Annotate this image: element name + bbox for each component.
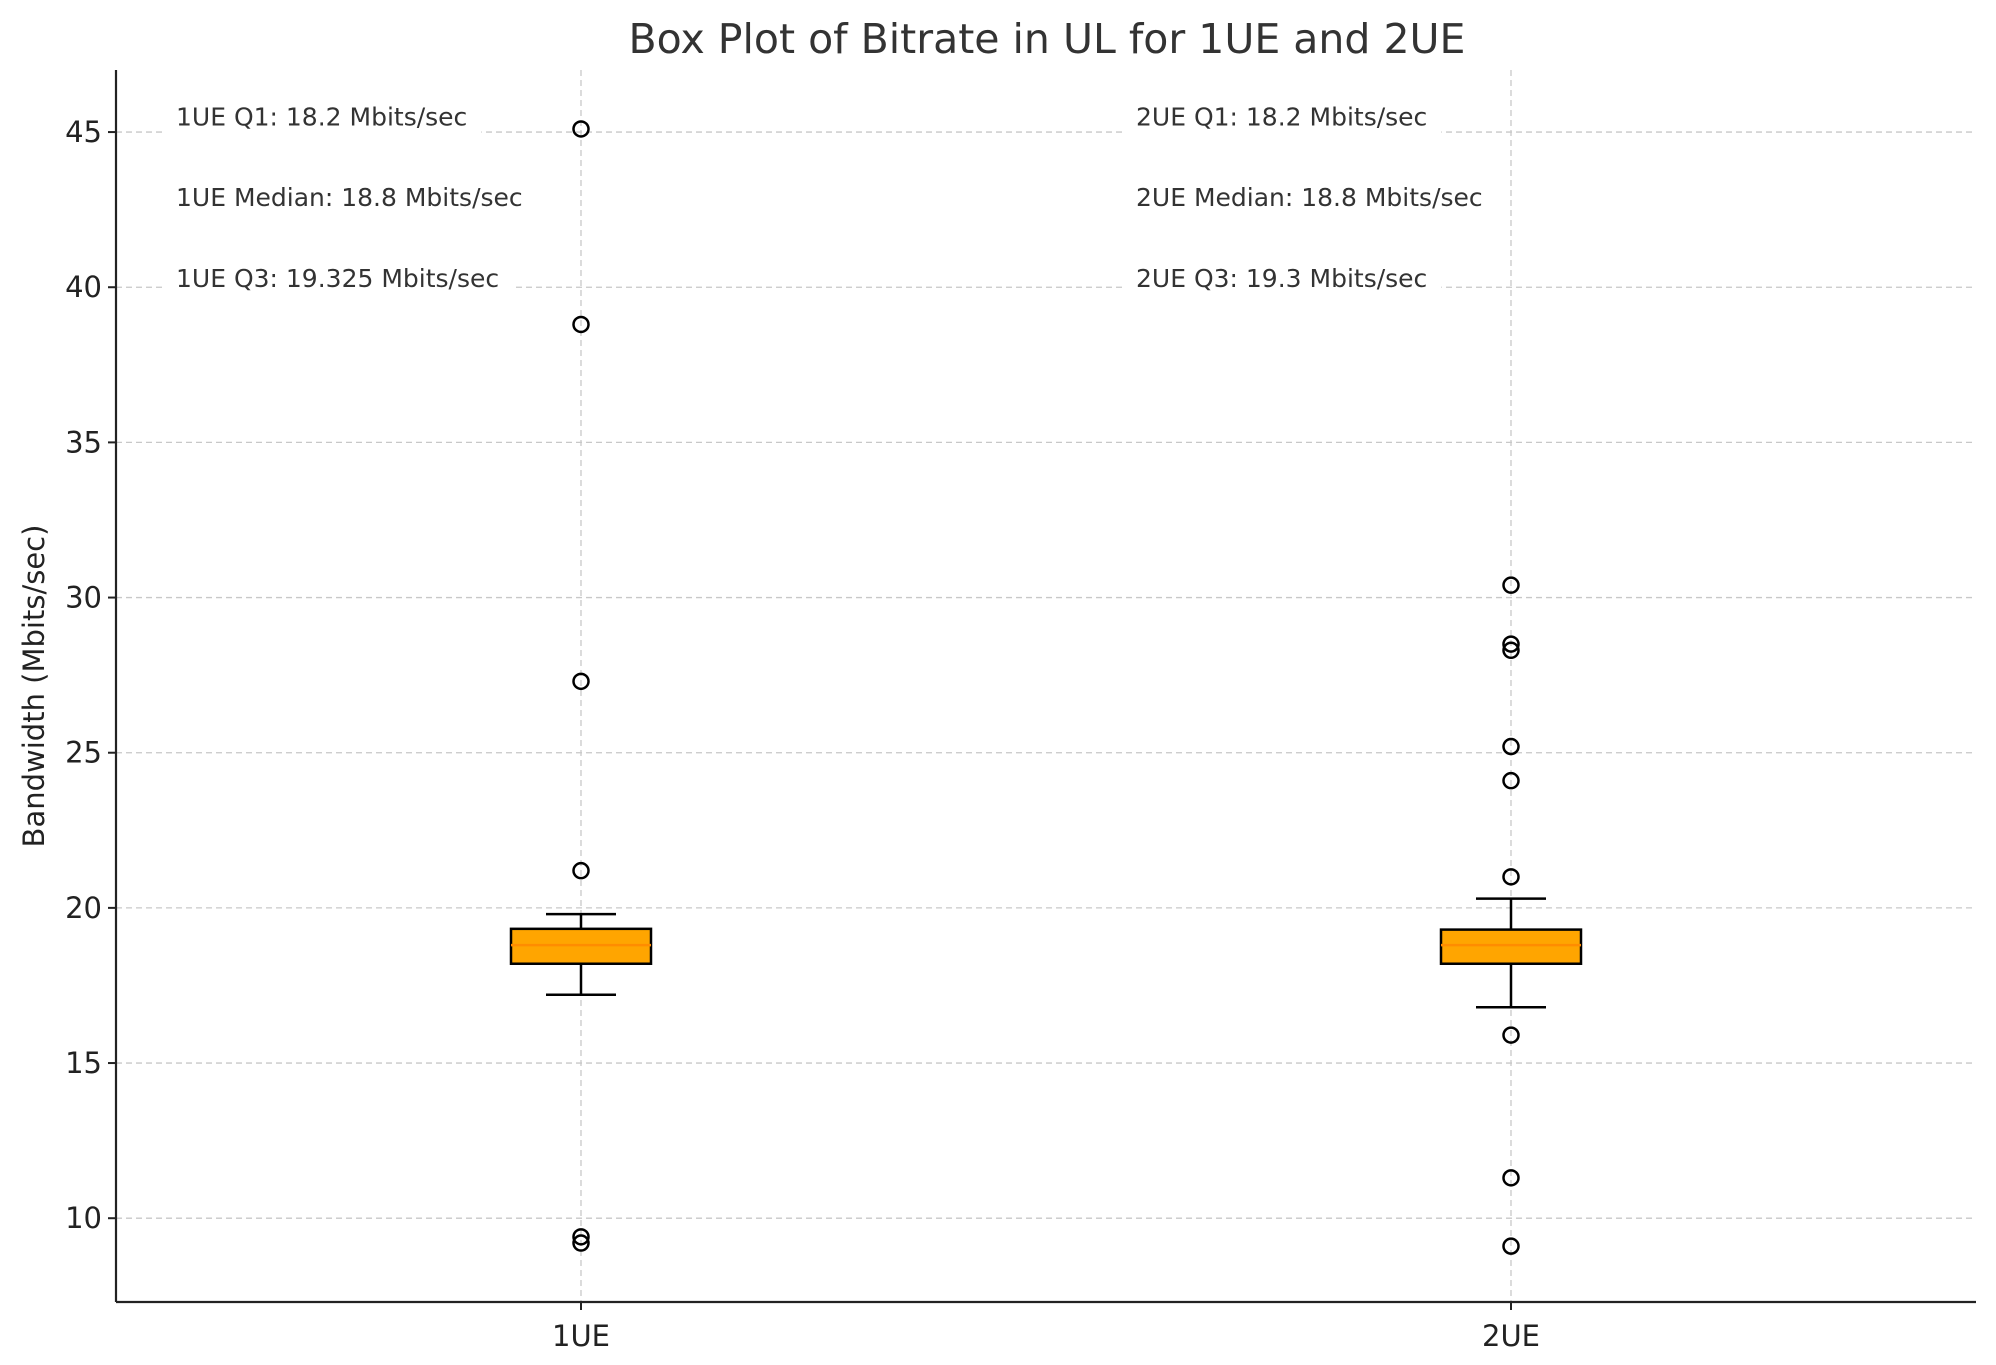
annotation-2UE: 2UE Q1: 18.2 Mbits/sec	[1122, 94, 1442, 140]
annotation-text: 2UE Median: 18.8 Mbits/sec	[1136, 183, 1483, 212]
y-tick-label: 10	[65, 1201, 102, 1235]
y-tick-label: 20	[65, 891, 102, 925]
outlier-point	[1502, 641, 1520, 660]
statistics-annotations: 1UE Q1: 18.2 Mbits/sec 1UE Median: 18.8 M…	[162, 94, 1497, 301]
x-tick-label: 1UE	[552, 1319, 610, 1353]
outlier-point	[1502, 1169, 1520, 1187]
outlier-point	[572, 861, 590, 880]
annotation-background	[162, 175, 537, 221]
annotation-background	[1122, 94, 1442, 140]
y-tick-label: 35	[65, 425, 102, 459]
outlier-point	[1502, 1026, 1520, 1044]
chart-title: Box Plot of Bitrate in UL for 1UE and 2U…	[629, 15, 1466, 63]
annotation-1UE: 1UE Q1: 18.2 Mbits/sec	[162, 94, 482, 140]
annotation-text: 1UE Q3: 19.325 Mbits/sec	[176, 264, 499, 293]
outlier-point	[572, 315, 590, 334]
grid-lines	[116, 70, 1976, 1302]
outlier-point	[1502, 737, 1520, 756]
annotation-background	[162, 255, 514, 301]
iqr-box	[1439, 928, 1583, 965]
outlier-point	[1502, 635, 1520, 653]
box-group-2UE	[1439, 576, 1583, 1255]
y-tick-label: 45	[65, 115, 102, 149]
x-tick-label: 2UE	[1482, 1319, 1540, 1353]
annotation-text: 2UE Q3: 19.3 Mbits/sec	[1136, 264, 1427, 293]
outlier-point	[1502, 576, 1520, 594]
annotation-text: 1UE Q1: 18.2 Mbits/sec	[176, 103, 467, 132]
axes: 10 15 20 25 30 35 40 45 1UE 2UE	[65, 70, 1976, 1353]
plot-area	[509, 120, 1583, 1255]
outlier-point	[1502, 1237, 1520, 1255]
y-axis-label: Bandwidth (Mbits/sec)	[17, 525, 51, 848]
annotation-2UE: 2UE Median: 18.8 Mbits/sec	[1122, 175, 1497, 221]
outlier-point	[572, 1234, 590, 1252]
annotation-1UE: 1UE Median: 18.8 Mbits/sec	[162, 175, 537, 221]
y-tick-label: 30	[65, 581, 102, 615]
annotation-2UE: 2UE Q3: 19.3 Mbits/sec	[1122, 255, 1442, 301]
annotation-background	[162, 94, 482, 140]
outlier-point	[1502, 868, 1520, 886]
annotation-background	[1122, 255, 1442, 301]
y-tick-label: 40	[65, 270, 102, 304]
annotation-text: 2UE Q1: 18.2 Mbits/sec	[1136, 103, 1427, 132]
y-tick-label: 25	[65, 736, 102, 770]
box-group-1UE	[509, 120, 653, 1252]
outlier-point	[572, 672, 590, 691]
outlier-point	[1502, 771, 1520, 790]
annotation-background	[1122, 175, 1497, 221]
outlier-point	[572, 120, 590, 138]
annotation-text: 1UE Median: 18.8 Mbits/sec	[176, 183, 523, 212]
outlier-point	[572, 1228, 590, 1246]
annotation-1UE: 1UE Q3: 19.325 Mbits/sec	[162, 255, 514, 301]
y-tick-label: 15	[65, 1046, 102, 1080]
